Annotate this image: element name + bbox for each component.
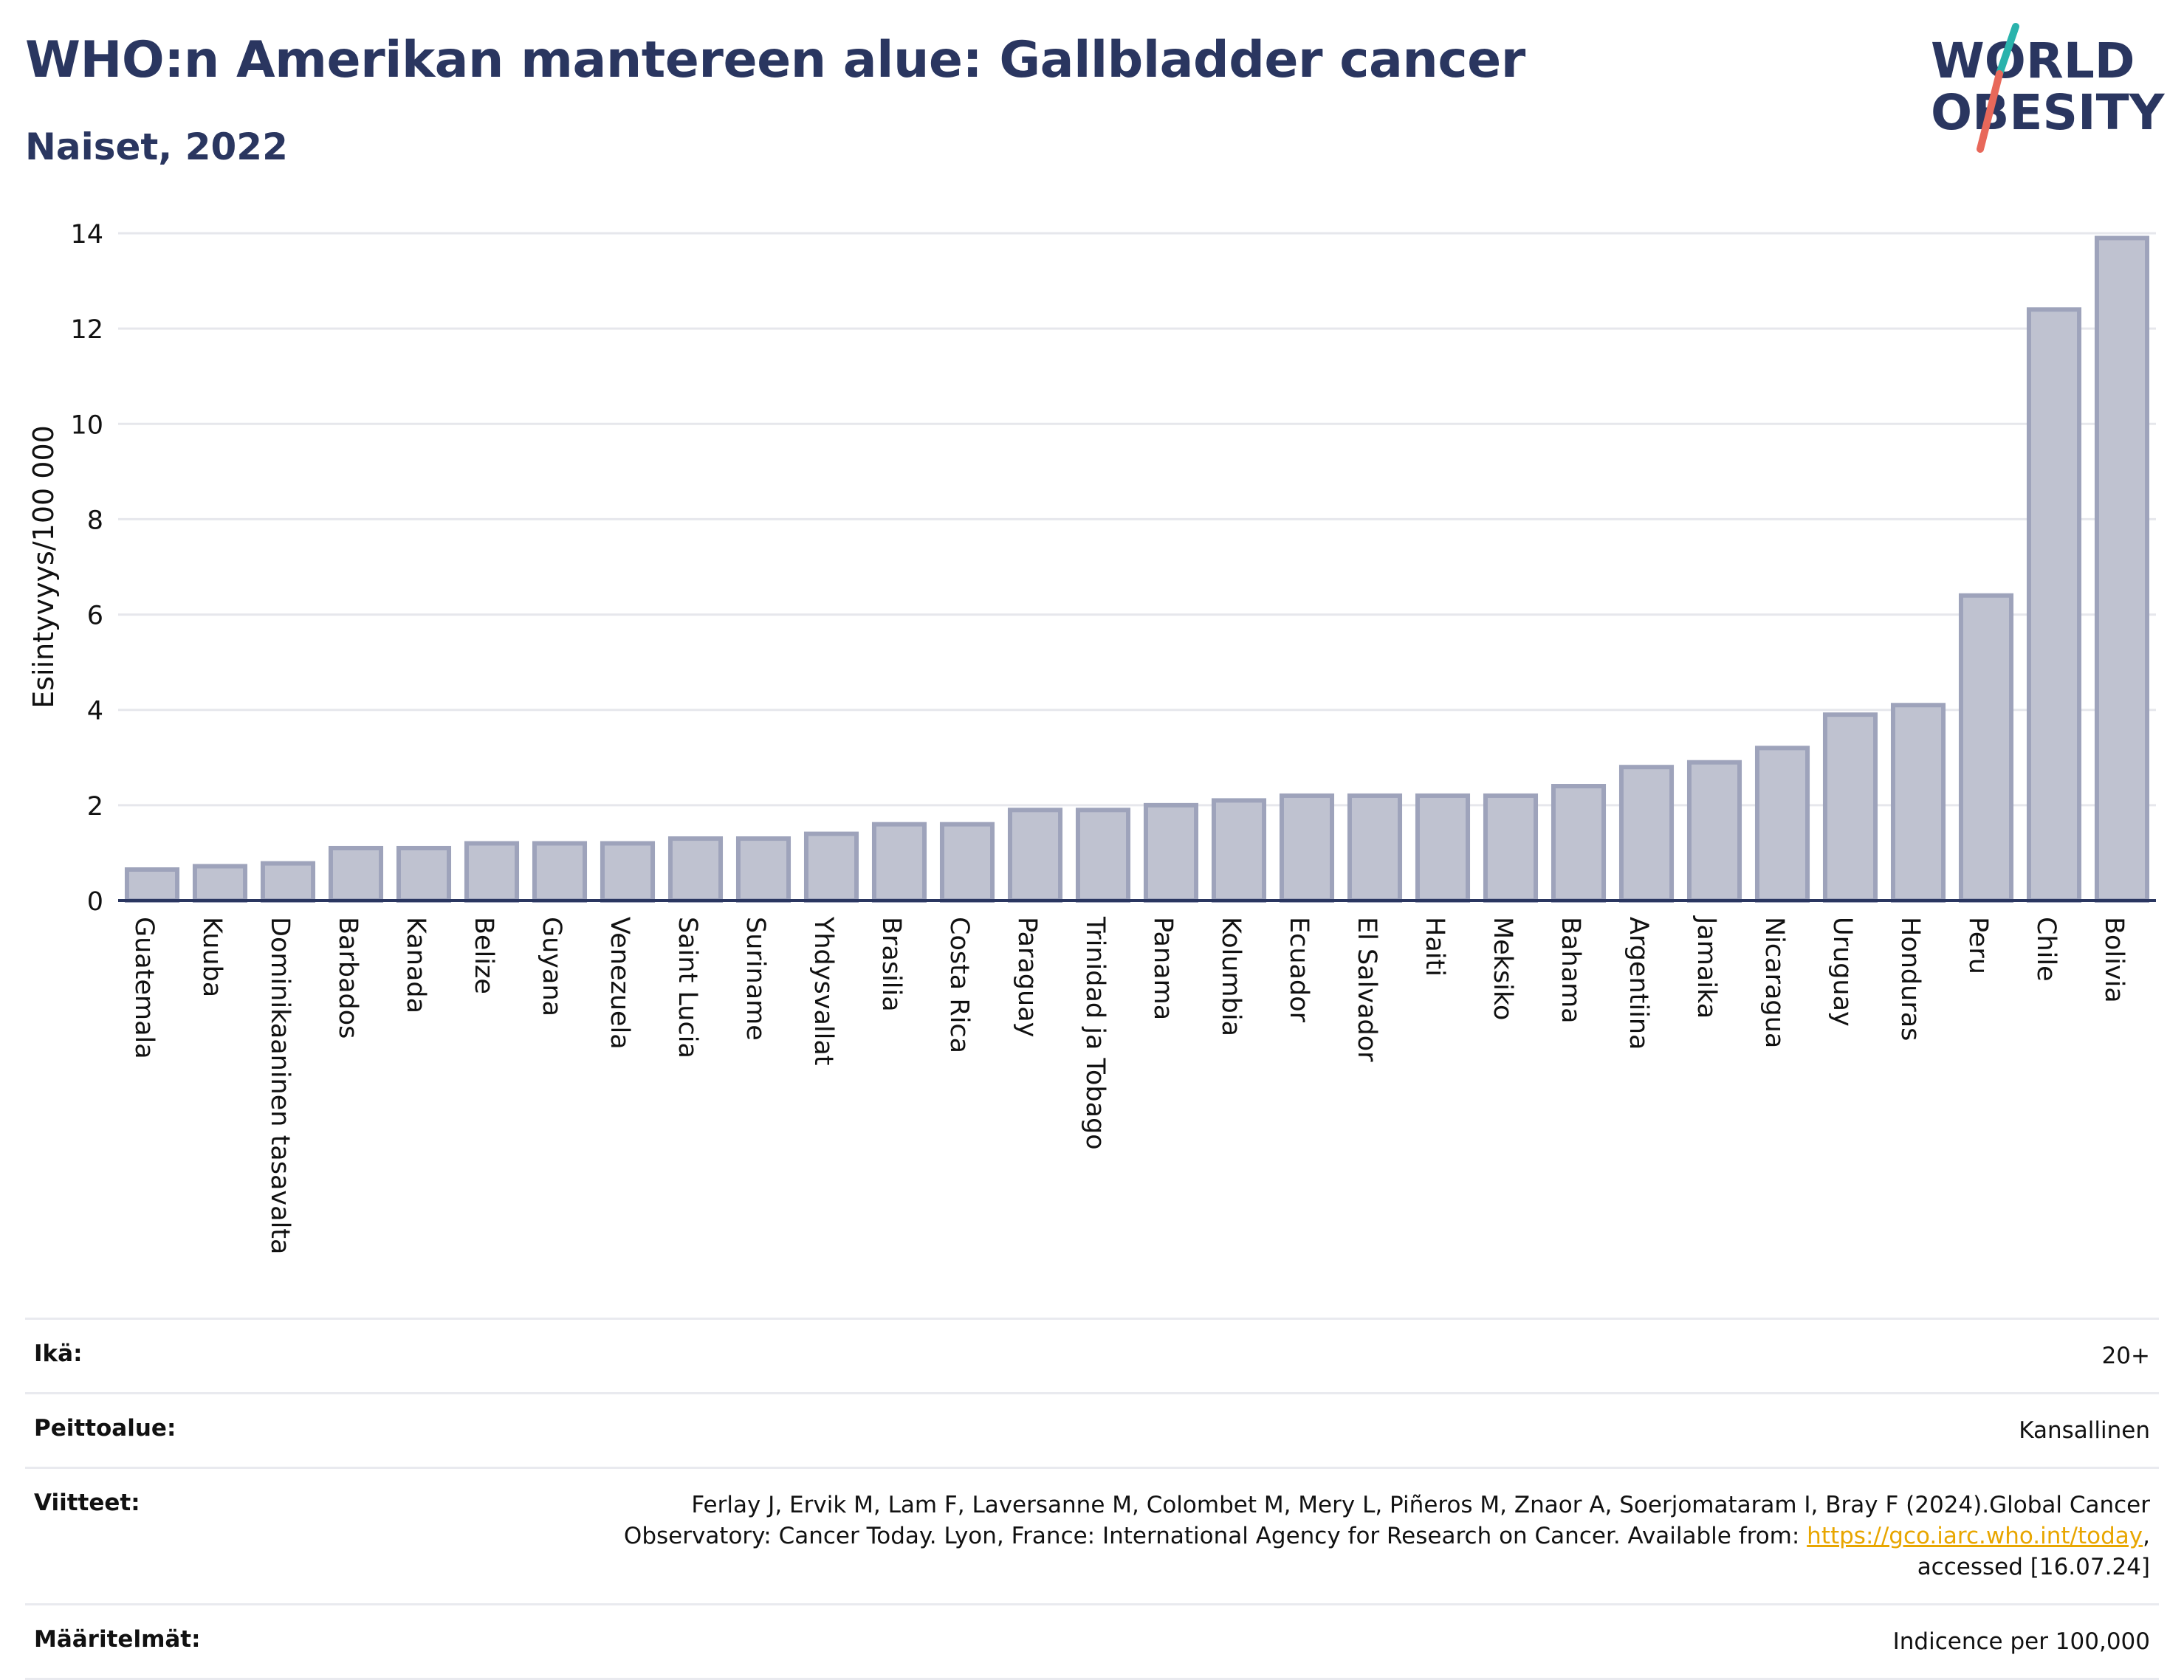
logo-slash-bottom — [1977, 70, 2003, 153]
meta-key-coverage: Peittoalue: — [34, 1415, 176, 1442]
x-tick-label: Dominikaaninen tasavalta — [265, 917, 295, 1254]
reference-line-2-end: , — [2143, 1523, 2150, 1549]
bar — [2094, 235, 2150, 903]
bar — [2026, 307, 2082, 903]
logo-text-obesity: OBESITY — [1931, 84, 2166, 141]
x-tick-label: Meksiko — [1488, 917, 1517, 1020]
grid-layer — [118, 232, 2156, 807]
bar — [1075, 808, 1131, 903]
x-tick-label: Venezuela — [605, 917, 634, 1050]
meta-key-definitions: Määritelmät: — [34, 1626, 201, 1653]
bar — [1822, 712, 1878, 903]
bar — [1279, 793, 1335, 903]
bar — [667, 836, 724, 903]
bar — [464, 841, 520, 903]
x-tick-label: Costa Rica — [944, 917, 974, 1053]
y-tick-label: 8 — [87, 506, 103, 535]
x-tick-label: Guatemala — [129, 917, 159, 1059]
x-tick-label: Guyana — [537, 917, 566, 1016]
meta-row-coverage: Peittoalue: Kansallinen — [25, 1393, 2159, 1468]
x-tick-label: Suriname — [741, 917, 770, 1041]
y-tick-labels: 0 2 4 6 8 10 12 14 — [70, 220, 103, 917]
x-tick-label: Kuuba — [197, 917, 227, 997]
bar — [1686, 760, 1742, 903]
x-tick-label: Saint Lucia — [673, 917, 702, 1058]
y-tick-label: 10 — [70, 410, 103, 440]
x-tick-label: Bahama — [1556, 917, 1585, 1024]
reference-link[interactable]: https://gco.iarc.who.int/today — [1807, 1523, 2143, 1549]
bar — [1211, 798, 1267, 903]
meta-value-coverage: Kansallinen — [2019, 1417, 2150, 1444]
bar — [396, 845, 452, 903]
x-tick-label: Jamaika — [1692, 915, 1721, 1019]
bar — [1415, 793, 1471, 903]
bar — [1347, 793, 1403, 903]
meta-row-definitions: Määritelmät: Indicence per 100,000 — [25, 1604, 2159, 1679]
x-tick-label: Ecuador — [1284, 917, 1314, 1023]
bar — [1958, 593, 2014, 903]
reference-line-3: accessed [16.07.24] — [1917, 1554, 2150, 1580]
y-tick-label: 4 — [87, 697, 103, 726]
x-tick-labels: Guatemala Kuuba Dominikaaninen tasavalta Ba… — [129, 915, 2129, 1254]
bar — [803, 831, 859, 903]
x-tick-label: El Salvador — [1352, 917, 1381, 1062]
x-tick-label: Yhdysvallat — [808, 916, 838, 1066]
logo-slash-top — [1996, 23, 2019, 78]
meta-key-references: Viitteet: — [34, 1490, 140, 1516]
meta-row-references: Viitteet: Ferlay J, Ervik M, Lam F, Lave… — [25, 1467, 2159, 1605]
x-tick-label: Peru — [1963, 917, 1993, 974]
y-tick-label: 14 — [70, 220, 103, 249]
reference-line-1: Ferlay J, Ervik M, Lam F, Laversanne M, … — [691, 1492, 2150, 1518]
x-tick-label: Honduras — [1895, 917, 1925, 1041]
x-tick-label: Haiti — [1420, 917, 1449, 977]
x-tick-label: Argentiina — [1624, 917, 1653, 1050]
bar — [939, 822, 995, 903]
x-tick-label: Nicaragua — [1759, 917, 1789, 1048]
x-tick-label: Kolumbia — [1216, 917, 1246, 1036]
bar — [328, 845, 384, 903]
reference-line-2: Observatory: Cancer Today. Lyon, France:… — [623, 1523, 1807, 1549]
y-tick-label: 6 — [87, 602, 103, 631]
x-tick-label: Panama — [1148, 917, 1178, 1020]
meta-value-age: 20+ — [2101, 1343, 2150, 1369]
chart-subtitle: Naiset, 2022 — [25, 125, 288, 168]
x-tick-label: Belize — [469, 917, 498, 994]
y-tick-label: 0 — [87, 887, 103, 917]
x-tick-label: Trinidad ja Tobago — [1080, 916, 1110, 1150]
y-tick-label: 12 — [70, 315, 103, 345]
x-tick-label: Paraguay — [1012, 917, 1042, 1037]
bar — [1007, 808, 1063, 903]
meta-value-definitions: Indicence per 100,000 — [1892, 1628, 2150, 1655]
meta-value-references: Ferlay J, Ervik M, Lam F, Laversanne M, … — [486, 1468, 2159, 1605]
x-tick-label: Brasilia — [876, 917, 906, 1012]
x-tick-label: Bolivia — [2099, 917, 2129, 1003]
world-obesity-logo: WORLD OBESITY — [1931, 23, 2166, 153]
y-tick-label: 2 — [87, 792, 103, 822]
bar-chart: 0 2 4 6 8 10 12 14 Guatemala Kuuba Dominikaaninen… — [27, 220, 2156, 1254]
bar-layer — [118, 235, 2156, 903]
bar — [1754, 746, 1810, 903]
bar — [600, 841, 656, 903]
bar — [124, 867, 180, 903]
y-axis-label: Esiintyvyys/100 000 — [27, 425, 60, 709]
logo-text-world: WORLD — [1931, 32, 2135, 89]
x-tick-label: Kanada — [401, 917, 430, 1013]
bar — [1483, 793, 1539, 903]
x-tick-label: Uruguay — [1827, 917, 1857, 1027]
bar — [260, 861, 316, 903]
bar — [1551, 784, 1607, 903]
metadata-table: Ikä: 20+ Peittoalue: Kansallinen Viittee… — [25, 1318, 2159, 1680]
bar — [871, 822, 927, 903]
x-tick-label: Barbados — [333, 917, 363, 1039]
bar — [735, 836, 791, 903]
bar — [1143, 802, 1199, 903]
meta-key-age: Ikä: — [34, 1340, 83, 1367]
bar — [192, 864, 248, 903]
x-tick-label: Chile — [2031, 917, 2061, 982]
bar — [1618, 765, 1675, 903]
chart-title: WHO:n Amerikan mantereen alue: Gallbladd… — [25, 31, 1525, 89]
bar — [1890, 703, 1946, 903]
meta-row-age: Ikä: 20+ — [25, 1318, 2159, 1394]
bar — [532, 841, 588, 903]
